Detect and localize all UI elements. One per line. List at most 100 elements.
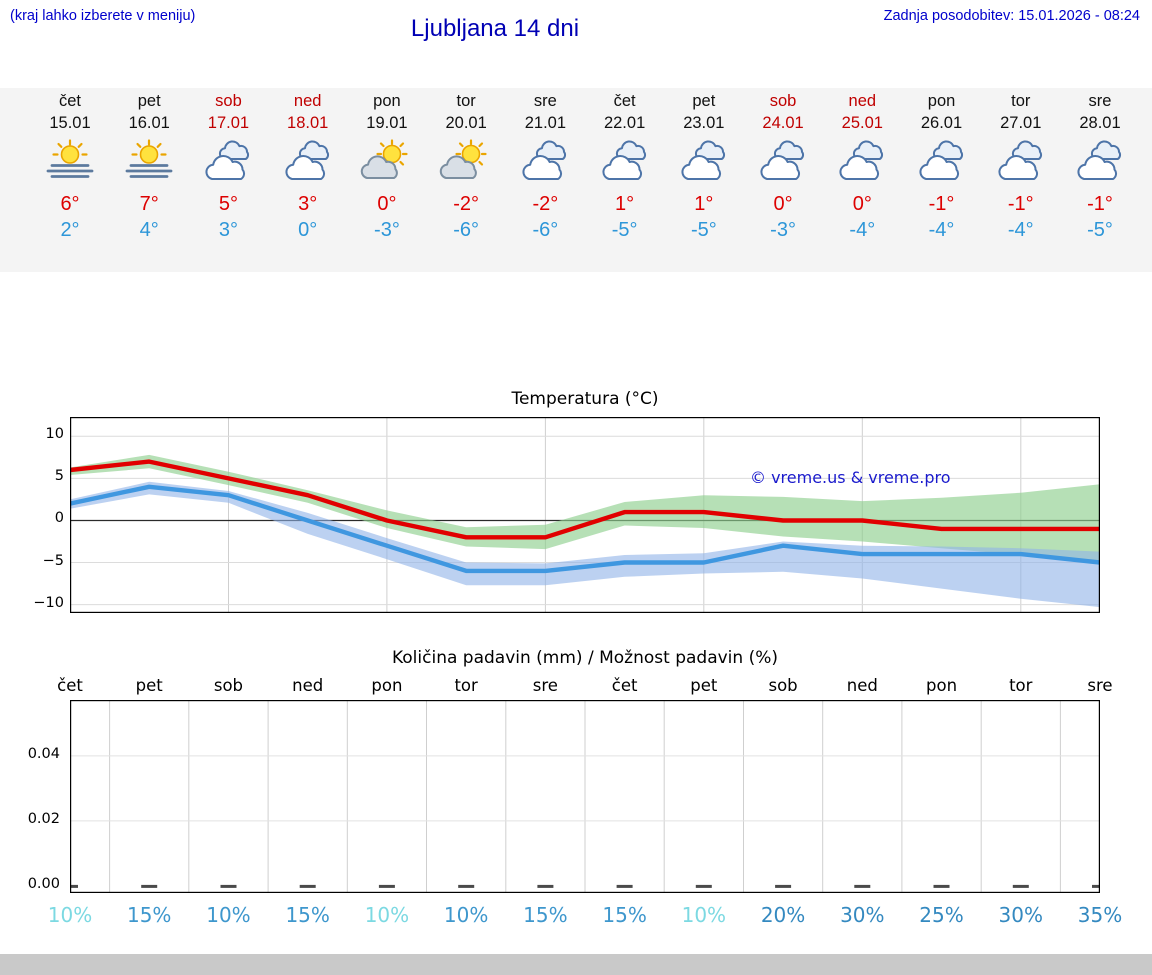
temp-ytick-label: −10: [33, 594, 64, 611]
precip-bar: [458, 884, 475, 888]
cloudy-icon: [664, 139, 744, 187]
day-high-temp: 1°: [615, 193, 635, 215]
forecast-day-column: pon 26.01 -1° -4°: [902, 90, 982, 243]
forecast-day-column: sob 17.01 5° 3°: [188, 90, 268, 243]
forecast-day-column: pon 19.01 0° -3°: [347, 90, 427, 243]
cloudy-icon: [981, 139, 1061, 187]
day-low-temp: -5°: [1087, 219, 1113, 241]
temp-ytick-label: −5: [42, 552, 64, 569]
day-high-temp: -1°: [1087, 193, 1113, 215]
day-high-temp: 1°: [694, 193, 714, 215]
day-high-temp: 0°: [773, 193, 793, 215]
day-date: 17.01: [207, 114, 250, 132]
day-high-temp: -1°: [928, 193, 955, 215]
precip-bar: [775, 884, 792, 888]
max-temp-range-band: [70, 454, 1100, 564]
day-name: čet: [613, 92, 636, 110]
day-name: ned: [848, 92, 877, 110]
precip-probability: 15%: [602, 903, 647, 927]
temp-ytick-label: 0: [54, 510, 64, 527]
day-low-temp: -4°: [849, 219, 876, 241]
precip-day-label: tor: [1009, 676, 1033, 695]
temperature-chart-title: Temperatura (°C): [511, 389, 659, 409]
precip-bar: [378, 884, 395, 888]
cloudy-icon: [188, 139, 268, 187]
precip-bar: [695, 884, 712, 888]
day-low-temp: -4°: [1007, 219, 1034, 241]
day-name: čet: [58, 92, 81, 110]
precip-day-label: tor: [454, 676, 478, 695]
day-name: pet: [137, 92, 161, 110]
forecast-day-column: sre 28.01 -1° -5°: [1060, 90, 1140, 243]
precip-ytick-label: 0.00: [27, 875, 60, 892]
day-name: pon: [927, 92, 956, 110]
precip-probability: 15%: [523, 903, 568, 927]
precip-day-label: ned: [846, 676, 878, 695]
day-high-temp: -2°: [453, 193, 480, 215]
day-high-temp: 5°: [218, 193, 239, 215]
day-high-temp: 6°: [60, 193, 80, 215]
precip-bar: [854, 884, 871, 888]
day-low-temp: -6°: [532, 219, 559, 241]
day-date: 16.01: [128, 114, 170, 132]
precip-day-label: čet: [57, 676, 83, 695]
day-high-temp: -2°: [532, 193, 559, 215]
precip-ytick-label: 0.04: [27, 745, 60, 762]
max-temp-line: [67, 459, 1103, 540]
cloudy-icon: [268, 139, 348, 187]
precip-day-label: sre: [532, 676, 558, 695]
temperature-chart-svg: © vreme.us & vreme.pro: [67, 417, 1103, 614]
precip-probability: 30%: [998, 903, 1043, 927]
forecast-day-column: ned 25.01 0° -4°: [822, 90, 902, 243]
day-high-temp: -1°: [1007, 193, 1034, 215]
forecast-strip: čet 15.01 6° 2° pet 16.01 7° 4° sob 17.01 5° 3° ned 1…: [0, 88, 1152, 272]
day-low-temp: 0°: [298, 219, 318, 241]
day-low-temp: -5°: [690, 219, 717, 241]
day-low-temp: -5°: [611, 219, 638, 241]
day-date: 23.01: [683, 114, 725, 132]
precipitation-chart-svg: [62, 700, 1108, 894]
precip-probability: 10%: [364, 903, 410, 927]
cloudy-icon: [1060, 139, 1140, 187]
precip-bar: [220, 884, 237, 888]
sun-cloud-icon: [347, 139, 427, 187]
forecast-day-column: čet 15.01 6° 2°: [30, 90, 110, 243]
cloudy-icon: [902, 139, 982, 187]
sun-fog-icon: [109, 139, 189, 187]
watermark-link[interactable]: © vreme.us & vreme.pro: [750, 468, 951, 487]
day-date: 24.01: [762, 114, 804, 132]
precip-bar: [933, 884, 950, 888]
precip-bar: [141, 884, 158, 888]
day-date: 20.01: [445, 114, 487, 132]
precip-day-label: sob: [768, 676, 798, 695]
min-temp-line: [67, 484, 1103, 574]
day-name: sob: [215, 92, 242, 110]
precip-bar: [537, 884, 554, 888]
day-low-temp: -3°: [770, 219, 796, 241]
temp-ytick-label: 5: [54, 468, 64, 485]
forecast-day-column: tor 27.01 -1° -4°: [981, 90, 1061, 243]
day-low-temp: -6°: [453, 219, 480, 241]
day-low-temp: 4°: [139, 219, 159, 241]
cloudy-icon: [585, 139, 665, 187]
precip-probability: 35%: [1077, 903, 1123, 927]
precip-bar: [1012, 884, 1029, 888]
forecast-day-column: pet 23.01 1° -5°: [664, 90, 744, 243]
page-title: Ljubljana 14 dni: [410, 15, 580, 42]
cloudy-icon: [822, 139, 902, 187]
forecast-day-column: ned 18.01 3° 0°: [268, 90, 348, 243]
day-date: 21.01: [524, 114, 567, 132]
day-name: sre: [1088, 92, 1112, 110]
day-low-temp: -4°: [928, 219, 955, 241]
temp-ytick-label: 10: [45, 426, 64, 443]
cloudy-icon: [505, 139, 585, 187]
day-high-temp: 7°: [139, 193, 159, 215]
day-date: 27.01: [1000, 114, 1042, 132]
forecast-day-column: pet 16.01 7° 4°: [109, 90, 189, 243]
day-name: ned: [293, 92, 322, 110]
precip-bar: [616, 884, 633, 888]
day-date: 25.01: [841, 114, 883, 132]
precip-probability: 15%: [285, 903, 330, 927]
precip-probability: 30%: [840, 903, 885, 927]
day-date: 28.01: [1079, 114, 1121, 132]
